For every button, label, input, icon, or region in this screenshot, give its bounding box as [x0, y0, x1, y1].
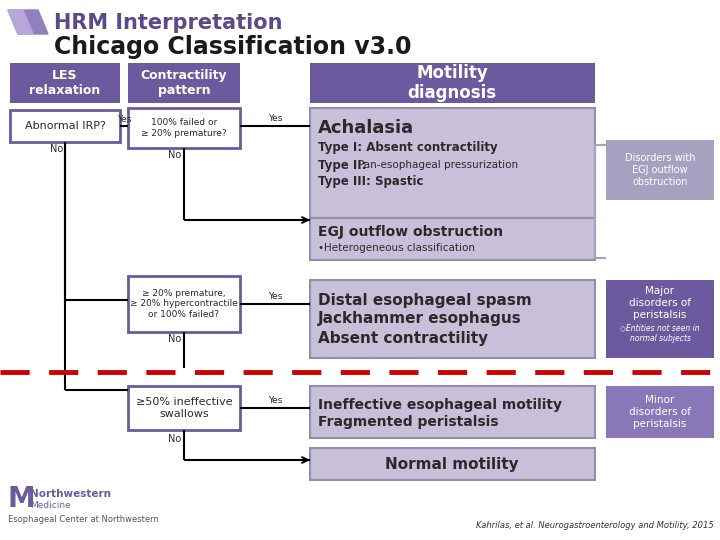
Text: Contractility
pattern: Contractility pattern	[140, 69, 228, 97]
Text: M: M	[8, 485, 35, 513]
Bar	[310, 386, 595, 438]
Polygon shape	[8, 10, 48, 34]
Text: ◇Entities not seen in
normal subjects: ◇Entities not seen in normal subjects	[620, 323, 700, 343]
Text: Type II:: Type II:	[318, 159, 366, 172]
Text: Pan-esophageal pressurization: Pan-esophageal pressurization	[358, 160, 518, 170]
Text: No: No	[168, 334, 181, 344]
Text: ≥50% ineffective
swallows: ≥50% ineffective swallows	[135, 397, 233, 419]
Text: EGJ outflow obstruction: EGJ outflow obstruction	[318, 225, 503, 239]
Text: HRM Interpretation: HRM Interpretation	[54, 13, 282, 33]
Bar	[128, 108, 240, 148]
Text: Yes: Yes	[268, 396, 282, 405]
Bar	[310, 63, 595, 103]
Text: Fragmented peristalsis: Fragmented peristalsis	[318, 415, 498, 429]
Text: No: No	[168, 150, 181, 160]
Text: Motility
diagnosis: Motility diagnosis	[408, 64, 497, 103]
Text: Minor
disorders of
peristalsis: Minor disorders of peristalsis	[629, 395, 691, 429]
Bar	[128, 386, 240, 430]
Bar	[310, 218, 595, 260]
Text: Major
disorders of
peristalsis: Major disorders of peristalsis	[629, 286, 691, 320]
Bar	[128, 63, 240, 103]
Bar	[310, 280, 595, 358]
Text: Medicine: Medicine	[30, 502, 71, 510]
Text: Chicago Classification v3.0: Chicago Classification v3.0	[54, 35, 412, 59]
Text: 100% failed or
≥ 20% premature?: 100% failed or ≥ 20% premature?	[141, 118, 227, 138]
Text: Abnormal IRP?: Abnormal IRP?	[24, 121, 105, 131]
Bar	[10, 63, 120, 103]
Bar	[310, 448, 595, 480]
Bar	[10, 110, 120, 142]
Bar	[606, 280, 714, 358]
Text: Jackhammer esophagus: Jackhammer esophagus	[318, 312, 522, 327]
Text: LES
relaxation: LES relaxation	[30, 69, 101, 97]
Text: No: No	[50, 144, 63, 154]
Text: Yes: Yes	[117, 115, 131, 124]
Text: Normal motility: Normal motility	[385, 456, 519, 471]
Text: Type III: Spastic: Type III: Spastic	[318, 174, 423, 187]
Bar	[128, 276, 240, 332]
Text: Achalasia: Achalasia	[318, 119, 414, 137]
Text: Ineffective esophageal motility: Ineffective esophageal motility	[318, 398, 562, 412]
Text: •Heterogeneous classification: •Heterogeneous classification	[318, 243, 475, 253]
Text: Yes: Yes	[268, 114, 282, 123]
Text: Distal esophageal spasm: Distal esophageal spasm	[318, 293, 532, 307]
Text: ≥ 20% premature,
≥ 20% hypercontractile
or 100% failed?: ≥ 20% premature, ≥ 20% hypercontractile …	[130, 289, 238, 319]
Text: Type I: Absent contractility: Type I: Absent contractility	[318, 141, 498, 154]
Text: Disorders with
EGJ outflow
obstruction: Disorders with EGJ outflow obstruction	[625, 153, 696, 187]
Text: Northwestern: Northwestern	[30, 489, 111, 499]
Text: Yes: Yes	[268, 292, 282, 301]
Bar	[310, 108, 595, 218]
Text: Kahrilas, et al. Neurogastroenterology and Motility, 2015: Kahrilas, et al. Neurogastroenterology a…	[476, 521, 714, 530]
Bar	[606, 386, 714, 438]
Text: Absent contractility: Absent contractility	[318, 330, 488, 346]
Text: No: No	[168, 434, 181, 444]
Text: Esophageal Center at Northwestern: Esophageal Center at Northwestern	[8, 516, 159, 524]
Polygon shape	[8, 10, 33, 34]
Bar	[606, 140, 714, 200]
